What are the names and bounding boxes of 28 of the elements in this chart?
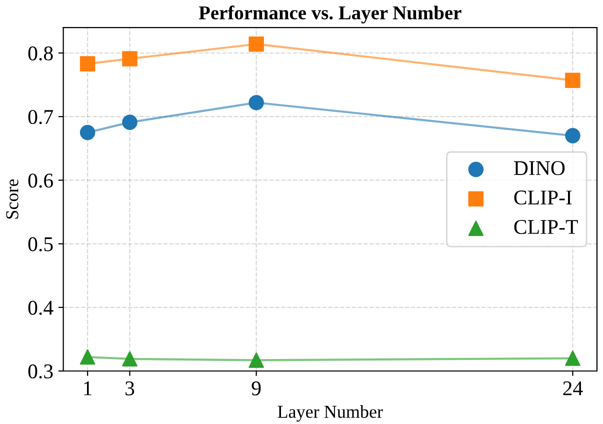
- point: [122, 351, 138, 367]
- point: [80, 124, 96, 140]
- x-axis-title: Layer Number: [278, 405, 383, 422]
- y-tick-label: 0.6: [28, 174, 53, 188]
- point: [565, 72, 580, 88]
- x-tick-label: 24: [563, 381, 583, 396]
- point: [248, 352, 264, 368]
- x-tick-label: 9: [252, 381, 261, 396]
- point: [248, 36, 264, 52]
- point: [122, 51, 138, 66]
- x-tick-label: 3: [126, 381, 134, 396]
- legend-label: DINO: [514, 161, 565, 176]
- y-axis-title: Score: [6, 179, 18, 219]
- y-tick-label: 0.4: [28, 300, 54, 315]
- y-tick-label: 0.3: [28, 364, 53, 379]
- x-tick-label: 1: [84, 381, 92, 396]
- point: [565, 128, 580, 144]
- y-tick-label: 0.7: [28, 110, 53, 124]
- point: [80, 349, 96, 365]
- chart-title: Performance vs. Layer Number: [198, 6, 462, 24]
- point: [122, 114, 138, 130]
- y-tick-label: 0.8: [28, 46, 53, 61]
- point: [565, 350, 580, 366]
- legend-label: CLIP-I: [514, 190, 572, 205]
- point: [80, 56, 96, 72]
- legend-label: CLIP-T: [514, 220, 578, 234]
- point: [248, 94, 264, 110]
- y-tick-label: 0.5: [28, 237, 53, 252]
